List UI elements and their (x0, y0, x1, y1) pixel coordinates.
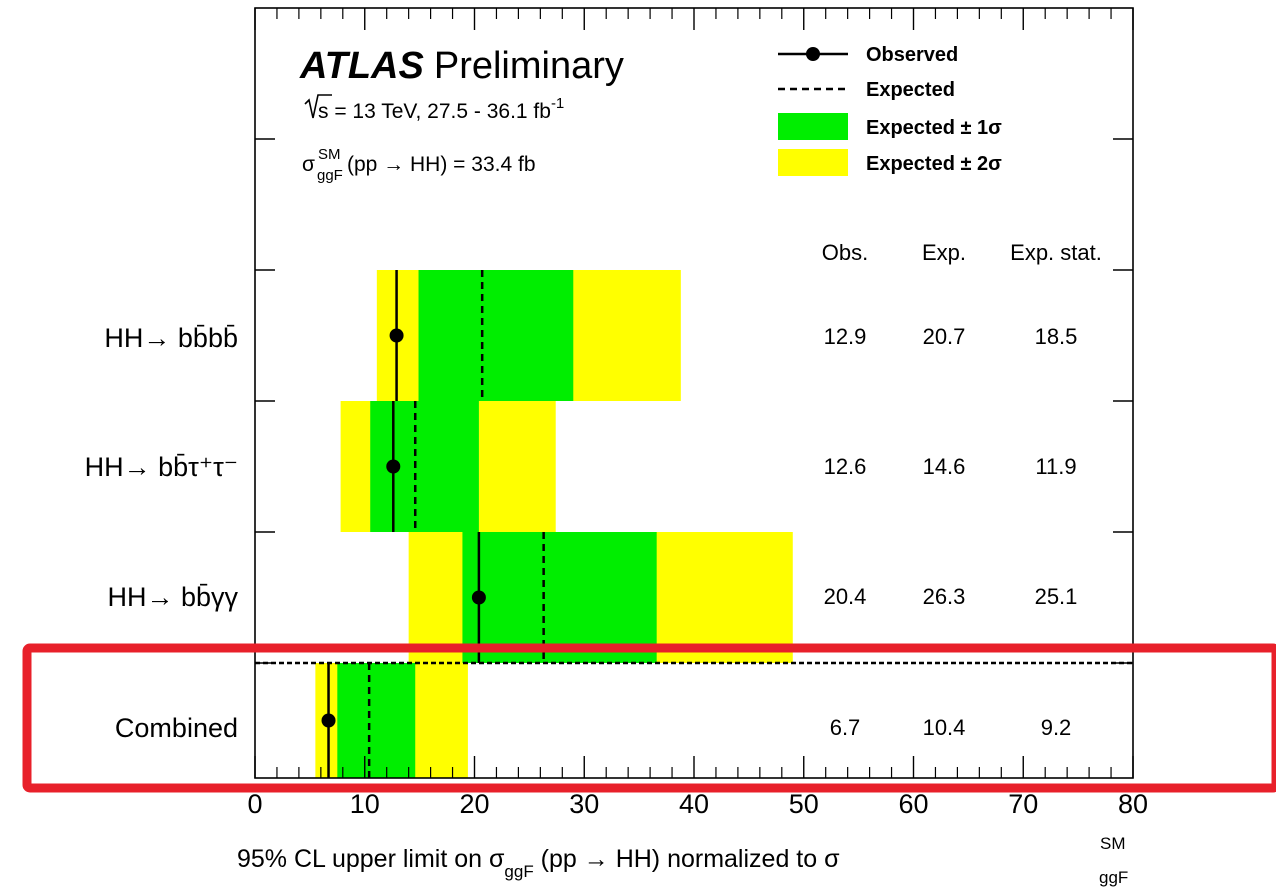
xtick-label-10: 10 (350, 789, 380, 819)
xtick-label-20: 20 (459, 789, 489, 819)
value-stat-combined: 9.2 (1041, 715, 1072, 740)
marks-layer (321, 270, 545, 778)
svg-text:Expected: Expected (866, 79, 955, 101)
value-obs-bbtautau: 12.6 (824, 454, 867, 479)
row-values: 12.9 20.7 18.5 12.6 14.6 11.9 20.4 26.3 … (824, 324, 1078, 740)
row-label-bbtautau: HH→ bb̄τ⁺τ⁻ (85, 452, 238, 482)
svg-text:Observed: Observed (866, 44, 958, 66)
observed-marker-combined (321, 713, 336, 728)
energy-text: = 13 TeV, 27.5 - 36.1 fb (329, 100, 551, 123)
xsec-text: (pp → HH) = 33.4 fb (347, 153, 536, 176)
highlight-box (22, 643, 1276, 793)
legend-expected: Expected (778, 79, 955, 101)
xsec-sigma: σ (302, 153, 315, 176)
row-labels: HH→ bb̄bb̄ HH→ bb̄τ⁺τ⁻ HH→ bb̄γγ Combine… (85, 323, 239, 743)
x-axis-title: 95% CL upper limit on σggF (pp → HH) nor… (237, 834, 1128, 887)
status-label: Preliminary (434, 45, 624, 87)
svg-text:Expected ± 1σ: Expected ± 1σ (866, 117, 1002, 139)
svg-text:95% CL upper limit on σggF (pp: 95% CL upper limit on σggF (pp → HH) nor… (237, 845, 840, 881)
energy-sup: -1 (551, 95, 564, 112)
bands-layer (315, 270, 793, 778)
value-obs-bbbb: 12.9 (824, 324, 867, 349)
value-exp-combined: 10.4 (923, 715, 966, 740)
xtick-label-60: 60 (898, 789, 928, 819)
observed-marker-bbgammagamma (471, 590, 486, 605)
row-label-combined: Combined (115, 713, 238, 743)
svg-text:σ: σ (302, 153, 315, 176)
value-exp-bbtautau: 14.6 (923, 454, 966, 479)
legend-band2: Expected ± 2σ (778, 149, 1002, 176)
row-label-bbbb: HH→ bb̄bb̄ (104, 323, 238, 353)
value-stat-bbbb: 18.5 (1035, 324, 1078, 349)
row-label-bbgammagamma: HH→ bb̄γγ (107, 582, 238, 612)
xlabel-mid: (pp → HH) normalized to σ (534, 845, 840, 873)
legend-band1: Expected ± 1σ (778, 113, 1002, 140)
legend-observed: Observed (778, 44, 958, 66)
band1-bbbb (418, 270, 574, 401)
value-obs-bbgammagamma: 20.4 (824, 584, 867, 609)
sqrt-symbol (304, 94, 332, 119)
xtick-label-50: 50 (789, 789, 819, 819)
svg-text:s = 13 TeV, 27.5 - 36.1 fb-1: s = 13 TeV, 27.5 - 36.1 fb-1 (318, 95, 564, 123)
axis-ticks: 0 10 20 30 40 50 60 70 80 (247, 8, 1148, 819)
column-headers: Obs. Exp. Exp. stat. (822, 240, 1102, 265)
col-header-exp: Exp. (922, 240, 966, 265)
header-annotation: ATLAS Preliminary s = 13 TeV, 27.5 - 36.1… (299, 45, 624, 184)
xlabel-sub2: ggF (1099, 868, 1128, 887)
legend: Observed Expected Expected ± 1σ Expected… (778, 44, 1002, 176)
col-header-obs: Obs. (822, 240, 868, 265)
xsec-sup: SM (318, 146, 341, 163)
value-exp-bbgammagamma: 26.3 (923, 584, 966, 609)
observed-marker-bbtautau (386, 459, 401, 474)
band1-bbgammagamma (462, 532, 657, 663)
energy-prefix: s (318, 100, 329, 123)
value-exp-bbbb: 20.7 (923, 324, 966, 349)
value-stat-bbgammagamma: 25.1 (1035, 584, 1078, 609)
value-obs-combined: 6.7 (830, 715, 861, 740)
value-stat-bbtautau: 11.9 (1035, 454, 1076, 479)
observed-marker-bbbb (389, 328, 404, 343)
xtick-label-80: 80 (1118, 789, 1148, 819)
xtick-label-0: 0 (247, 789, 262, 819)
xlabel-sup2: SM (1100, 834, 1126, 853)
band1-combined (337, 663, 416, 778)
xlabel-text: 95% CL upper limit on σ (237, 845, 505, 873)
col-header-exp-stat: Exp. stat. (1010, 240, 1102, 265)
experiment-label: ATLAS (299, 45, 424, 87)
xtick-label-40: 40 (679, 789, 709, 819)
xlabel-sub1: ggF (504, 862, 533, 881)
xtick-label-70: 70 (1008, 789, 1038, 819)
svg-text:Expected ± 2σ: Expected ± 2σ (866, 153, 1002, 175)
xtick-label-30: 30 (569, 789, 599, 819)
xsec-sub: ggF (317, 167, 343, 184)
